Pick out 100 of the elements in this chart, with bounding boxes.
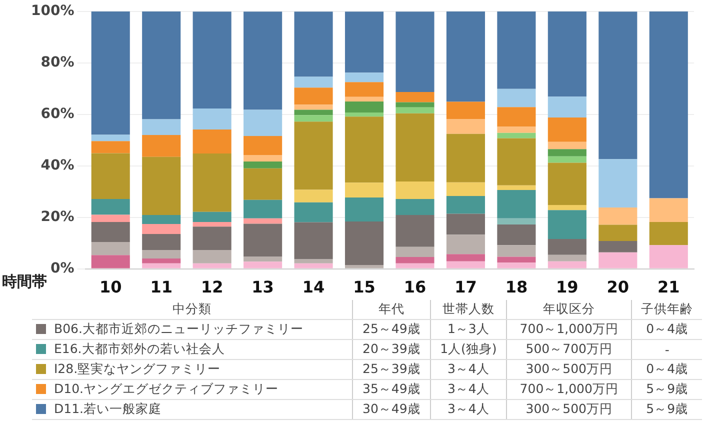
- bar: [91, 11, 130, 135]
- bar: [244, 12, 282, 110]
- bar: [192, 222, 232, 227]
- legend-label: E16.大都市郊外の若い社会人: [32, 340, 353, 360]
- text: 年代: [352, 300, 430, 320]
- text: 1人(独身): [430, 340, 507, 360]
- bar: [598, 224, 638, 241]
- bar: [649, 245, 688, 268]
- text: 子供年齢: [632, 300, 702, 320]
- bar: [396, 182, 434, 200]
- bar: [294, 263, 333, 268]
- text: 世帯人数: [430, 300, 507, 320]
- bar: [244, 218, 282, 224]
- x-tick-label: 14: [302, 278, 325, 297]
- text: 年収区分: [506, 300, 632, 320]
- x-tick-label: 19: [556, 278, 578, 297]
- text: 700～1,000万円: [506, 320, 632, 340]
- bar: [244, 136, 282, 156]
- bar: [548, 156, 586, 163]
- bar: [91, 242, 130, 256]
- bar: [344, 116, 384, 183]
- bar: [192, 153, 232, 212]
- bar: [497, 126, 536, 133]
- y-tick-label: 80%: [40, 54, 74, 71]
- bar: [548, 117, 586, 142]
- bar: [244, 168, 282, 200]
- text: 35～49歳: [352, 380, 430, 400]
- bar: [548, 254, 586, 262]
- bar: [649, 11, 688, 198]
- text: 1～3人: [430, 320, 507, 340]
- bar: [142, 263, 181, 268]
- x-tick-label: 13: [252, 278, 274, 297]
- bar: [446, 196, 485, 214]
- bar: [192, 263, 232, 268]
- x-tick-label: 20: [606, 278, 630, 297]
- text: 500～700万円: [506, 340, 632, 360]
- text: 30～49歳: [352, 400, 430, 420]
- bar: [649, 198, 688, 222]
- bar: [294, 202, 333, 222]
- bar: [142, 11, 181, 120]
- text: 300～500万円: [506, 400, 632, 420]
- bar: [344, 182, 384, 198]
- bar: [497, 138, 536, 186]
- bar: [396, 263, 434, 268]
- bar: [598, 159, 638, 208]
- bar: [344, 112, 384, 117]
- bar: [548, 11, 586, 97]
- bar: [142, 224, 181, 234]
- bar: [294, 110, 333, 116]
- bar: [192, 108, 232, 130]
- bar: [396, 246, 434, 257]
- y-tick-label: 0%: [50, 260, 74, 276]
- x-tick-label: 11: [150, 278, 172, 297]
- bar: [344, 72, 384, 82]
- legend-label: B06.大都市近郊のニューリッチファミリー: [32, 320, 353, 340]
- legend-label: I28.堅実なヤングファミリー: [32, 360, 353, 380]
- bar: [344, 82, 384, 97]
- bar: [598, 12, 638, 160]
- bar: [497, 245, 536, 257]
- bar: [91, 214, 130, 222]
- bar: [598, 252, 638, 268]
- bar: [548, 238, 586, 255]
- bar: [446, 254, 485, 262]
- bar: [91, 141, 130, 154]
- bar: [294, 104, 333, 110]
- legend-label: D10.ヤングエグゼクティブファミリー: [32, 380, 353, 400]
- bar: [446, 134, 485, 182]
- text: 3～4人: [430, 400, 507, 420]
- bar: [142, 119, 181, 135]
- bar: [497, 190, 536, 218]
- text: 300～500万円: [506, 360, 632, 380]
- bar: [548, 261, 586, 268]
- bar: [497, 185, 536, 190]
- bar: [396, 12, 434, 92]
- x-tick-label: 15: [353, 278, 376, 297]
- bar: [294, 222, 333, 260]
- y-tick-label: 100%: [30, 3, 74, 20]
- bar: [446, 214, 485, 235]
- legend-title: 中分類: [32, 300, 353, 320]
- x-tick-label: 12: [200, 278, 224, 297]
- bar: [142, 258, 181, 264]
- bar: [446, 11, 485, 102]
- bar: [91, 134, 130, 142]
- bar: [192, 212, 232, 222]
- bar: [244, 262, 282, 268]
- bar: [294, 12, 333, 77]
- bar: [497, 218, 536, 225]
- bar: [344, 96, 384, 102]
- text: 0～4歳: [632, 360, 702, 380]
- text: 3～4人: [430, 380, 507, 400]
- bar: [396, 256, 434, 264]
- x-tick-label: 21: [658, 278, 680, 297]
- bar: [649, 222, 688, 246]
- bar: [344, 101, 384, 113]
- x-axis-title: 時間帯: [2, 272, 47, 291]
- bar: [294, 259, 333, 264]
- bar: [142, 156, 181, 216]
- bar: [497, 262, 536, 268]
- bar: [396, 102, 434, 108]
- bar: [598, 241, 638, 252]
